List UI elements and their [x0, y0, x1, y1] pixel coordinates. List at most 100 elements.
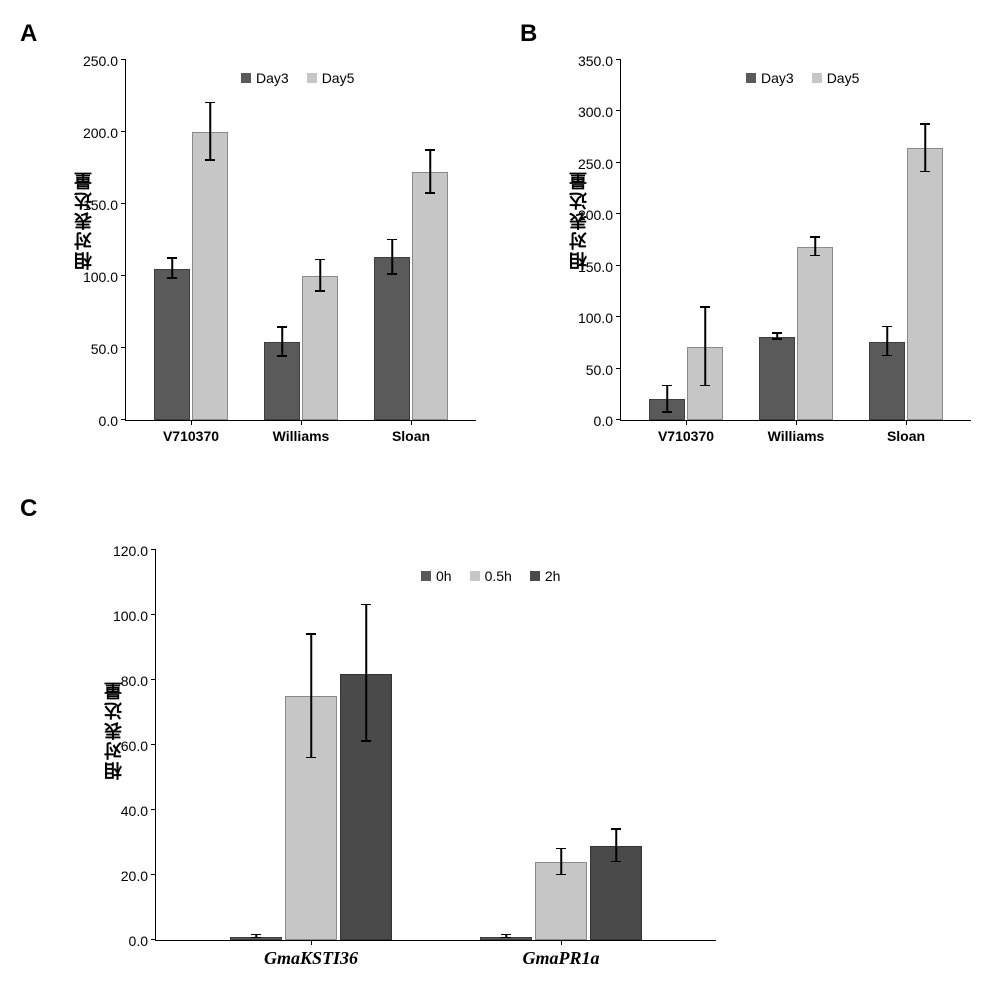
x-category-label: Sloan: [392, 420, 430, 444]
legend-a: Day3 Day5: [241, 70, 354, 86]
y-tick-mark: [616, 162, 621, 163]
error-bar: [615, 830, 617, 863]
chart-c: 相对表达量 0h0.5h2h 0.020.040.060.080.0100.01…: [155, 550, 716, 941]
legend-swatch: [470, 571, 480, 581]
y-tick-mark: [616, 213, 621, 214]
legend-label: Day5: [827, 70, 860, 86]
error-bar: [391, 240, 393, 275]
y-tick-label: 50.0: [91, 341, 126, 357]
error-bar: [886, 327, 888, 356]
error-bar: [171, 259, 173, 279]
panel-c: 相对表达量 0h0.5h2h 0.020.040.060.080.0100.01…: [155, 550, 715, 941]
legend-swatch: [530, 571, 540, 581]
y-tick-mark: [616, 316, 621, 317]
y-tick-label: 20.0: [121, 868, 156, 884]
legend-swatch: [241, 73, 251, 83]
error-cap: [167, 257, 177, 259]
x-category-label: GmaPR1a: [522, 940, 599, 969]
y-tick-mark: [151, 744, 156, 745]
error-bar: [310, 635, 312, 759]
y-tick-mark: [616, 419, 621, 420]
error-cap: [205, 159, 215, 161]
panel-label-c: C: [20, 495, 37, 523]
panel-a: 相对表达量 Day3Day5 0.050.0100.0150.0200.0250…: [125, 60, 475, 421]
legend-item: Day5: [307, 70, 355, 86]
legend-item: Day3: [241, 70, 289, 86]
error-cap: [810, 236, 820, 238]
error-cap: [306, 633, 316, 635]
bar: [192, 132, 228, 420]
legend-label: 2h: [545, 568, 561, 584]
error-cap: [306, 757, 316, 759]
x-category-label: Williams: [273, 420, 330, 444]
error-bar: [666, 386, 668, 413]
error-cap: [315, 259, 325, 261]
legend-item: Day5: [812, 70, 860, 86]
error-cap: [700, 306, 710, 308]
y-tick-mark: [616, 265, 621, 266]
figure-container: A 相对表达量 Day3Day5 0.050.0100.0150.0200.02…: [20, 20, 969, 980]
y-tick-label: 200.0: [83, 125, 126, 141]
error-bar: [281, 328, 283, 357]
y-tick-mark: [151, 614, 156, 615]
error-cap: [167, 277, 177, 279]
bar: [797, 247, 833, 420]
bar: [412, 172, 448, 420]
y-tick-mark: [151, 874, 156, 875]
legend-swatch: [307, 73, 317, 83]
y-tick-label: 150.0: [578, 259, 621, 275]
x-category-label: Sloan: [887, 420, 925, 444]
error-bar: [704, 308, 706, 386]
error-cap: [556, 848, 566, 850]
y-tick-label: 250.0: [578, 156, 621, 172]
legend-swatch: [746, 73, 756, 83]
panel-b: 相对表达量 Day3Day5 0.050.0100.0150.0200.0250…: [620, 60, 970, 421]
legend-item: 2h: [530, 568, 561, 584]
error-cap: [277, 355, 287, 357]
legend-label: Day5: [322, 70, 355, 86]
y-tick-mark: [121, 131, 126, 132]
legend-label: Day3: [761, 70, 794, 86]
y-tick-mark: [121, 419, 126, 420]
error-bar: [560, 849, 562, 875]
x-category-label: Williams: [768, 420, 825, 444]
error-bar: [365, 605, 367, 742]
error-bar: [209, 103, 211, 161]
bar: [154, 269, 190, 420]
y-tick-label: 350.0: [578, 53, 621, 69]
error-cap: [277, 326, 287, 328]
error-cap: [662, 385, 672, 387]
y-tick-label: 50.0: [586, 362, 621, 378]
y-tick-label: 100.0: [83, 269, 126, 285]
y-tick-label: 60.0: [121, 738, 156, 754]
bar: [302, 276, 338, 420]
y-tick-mark: [121, 347, 126, 348]
panel-label-a: A: [20, 20, 37, 48]
error-cap: [882, 355, 892, 357]
y-tick-mark: [151, 549, 156, 550]
y-tick-mark: [616, 110, 621, 111]
legend-label: 0.5h: [485, 568, 512, 584]
y-tick-mark: [616, 368, 621, 369]
legend-b: Day3 Day5: [746, 70, 859, 86]
y-tick-mark: [616, 59, 621, 60]
y-tick-label: 80.0: [121, 673, 156, 689]
legend-item: 0.5h: [470, 568, 512, 584]
error-cap: [251, 934, 261, 936]
error-cap: [361, 740, 371, 742]
chart-a: 相对表达量 Day3Day5 0.050.0100.0150.0200.0250…: [125, 60, 476, 421]
error-cap: [810, 255, 820, 257]
error-cap: [251, 937, 261, 939]
y-tick-mark: [151, 809, 156, 810]
y-tick-label: 200.0: [578, 207, 621, 223]
legend-label: 0h: [436, 568, 452, 584]
error-cap: [611, 828, 621, 830]
y-tick-label: 100.0: [578, 310, 621, 326]
y-tick-label: 40.0: [121, 803, 156, 819]
error-cap: [556, 874, 566, 876]
y-tick-label: 150.0: [83, 197, 126, 213]
y-axis-label-c: 相对表达量: [101, 680, 127, 780]
error-cap: [611, 861, 621, 863]
error-bar: [429, 151, 431, 194]
legend-swatch: [812, 73, 822, 83]
